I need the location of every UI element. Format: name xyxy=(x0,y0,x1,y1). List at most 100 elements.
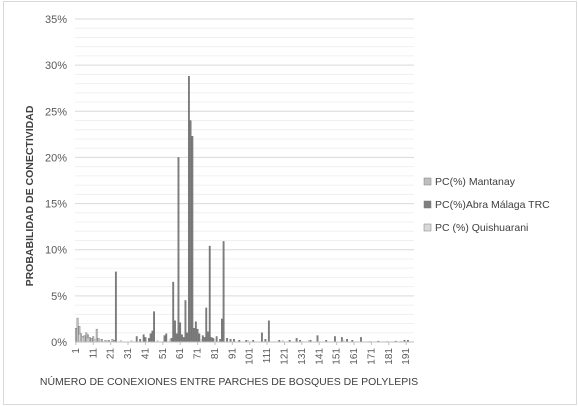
bar xyxy=(90,338,93,343)
bar xyxy=(334,336,336,343)
bar xyxy=(222,241,225,343)
bar xyxy=(187,76,190,343)
bar xyxy=(175,333,178,343)
x-tick-label: 11 xyxy=(88,348,99,359)
bar xyxy=(316,335,319,343)
bar xyxy=(210,337,213,343)
y-tick-label: 10% xyxy=(45,245,67,257)
x-tick-label: 151 xyxy=(332,348,343,365)
bar xyxy=(88,337,91,343)
x-tick-label: 31 xyxy=(123,348,134,360)
x-tick-label: 111 xyxy=(262,348,273,364)
bar xyxy=(205,307,208,343)
bar xyxy=(184,300,187,343)
bar xyxy=(181,334,183,343)
bar xyxy=(85,332,88,343)
legend-swatch xyxy=(423,200,432,209)
bar xyxy=(170,338,173,343)
bar xyxy=(163,335,166,343)
y-axis-title: PROBABILIDAD DE CONECTIVIDAD xyxy=(24,105,36,286)
y-tick-label: 25% xyxy=(45,106,67,118)
bar xyxy=(189,120,192,343)
bar xyxy=(208,245,211,343)
bar xyxy=(87,338,89,343)
bar xyxy=(74,328,77,343)
y-tick-label: 0% xyxy=(51,337,67,349)
y-tick-label: 35% xyxy=(45,14,67,26)
legend-label: PC (%) Quishuarani xyxy=(435,222,528,234)
bars xyxy=(74,76,409,343)
bar xyxy=(340,337,343,343)
bar xyxy=(135,336,138,343)
gridlines xyxy=(75,18,414,334)
bar xyxy=(260,332,263,343)
bar xyxy=(186,332,189,343)
x-tick-label: 121 xyxy=(279,348,290,365)
bar xyxy=(142,334,145,343)
bar xyxy=(207,331,209,343)
x-tick-label: 61 xyxy=(175,348,186,360)
bar xyxy=(179,322,182,343)
x-tick-label: 1 xyxy=(71,348,82,354)
bar xyxy=(149,333,152,343)
bar xyxy=(147,338,150,343)
legend: PC(%) Mantanay PC(%)Abra Málaga TRC PC (%)… xyxy=(423,176,550,234)
bar xyxy=(165,333,168,343)
bar xyxy=(201,335,204,343)
bar xyxy=(360,337,362,343)
x-tick-label: 51 xyxy=(158,348,169,360)
x-tick-label: 21 xyxy=(106,348,117,360)
x-tick-label: 91 xyxy=(227,348,238,360)
bar xyxy=(226,338,229,343)
x-tick-label: 81 xyxy=(210,348,221,360)
x-tick-label: 141 xyxy=(314,348,325,365)
bar xyxy=(191,136,194,343)
bar xyxy=(80,333,82,343)
legend-label: PC(%) Mantanay xyxy=(435,176,516,188)
legend-swatch xyxy=(423,177,432,186)
bar xyxy=(174,320,176,343)
y-tick-label: 15% xyxy=(45,199,67,211)
bar xyxy=(114,271,117,343)
bar xyxy=(76,317,79,343)
bar xyxy=(177,157,180,343)
x-tick-label: 161 xyxy=(349,348,360,365)
bar xyxy=(172,281,175,343)
x-tick-label: 101 xyxy=(245,348,256,365)
x-tick-label: 71 xyxy=(193,348,204,360)
bar xyxy=(97,338,100,343)
bar xyxy=(151,330,154,343)
y-tick-label: 5% xyxy=(51,291,67,303)
bar xyxy=(182,337,185,343)
legend-label: PC(%)Abra Málaga TRC xyxy=(435,199,550,211)
x-tick-label: 41 xyxy=(140,348,151,360)
bar xyxy=(193,328,195,343)
x-axis-title: NÚMERO DE CONEXIONES ENTRE PARCHES DE BO… xyxy=(40,375,418,388)
y-axis-ticks: 0% 5% 10% 15% 20% 25% 30% 35% xyxy=(45,14,67,349)
x-tick-label: 191 xyxy=(401,348,412,365)
bar xyxy=(212,338,215,343)
x-tick-label: 181 xyxy=(384,348,395,365)
bar xyxy=(144,337,147,343)
bar xyxy=(198,333,201,343)
y-tick-label: 30% xyxy=(45,60,67,72)
bar xyxy=(196,328,199,343)
bar xyxy=(81,337,84,343)
bar xyxy=(295,338,298,343)
legend-swatch xyxy=(423,223,432,232)
bar xyxy=(153,311,155,343)
bar xyxy=(221,318,223,343)
bar xyxy=(92,336,95,343)
bar xyxy=(194,321,197,343)
bar xyxy=(95,328,98,343)
bar xyxy=(203,337,206,343)
bar xyxy=(78,334,81,343)
chart-frame xyxy=(3,1,577,405)
x-tick-label: 171 xyxy=(366,348,377,365)
bar xyxy=(267,320,270,343)
x-axis-ticks: 1 11 21 31 41 51 61 71 81 91 101 111 121 131 141 151 161… xyxy=(71,342,412,365)
x-tick-label: 131 xyxy=(297,348,308,365)
y-tick-label: 20% xyxy=(45,152,67,164)
bar xyxy=(83,335,86,343)
